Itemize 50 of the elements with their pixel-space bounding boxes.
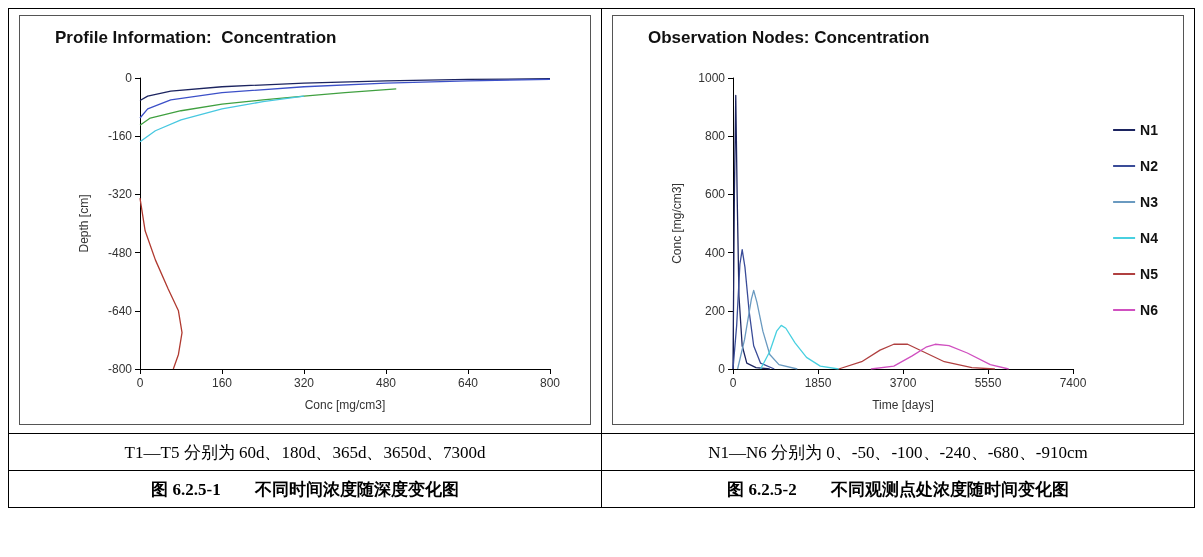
x-tick-label: 640	[457, 376, 479, 390]
line-series	[139, 78, 551, 102]
y-tick-label: -640	[107, 303, 133, 318]
text: T1—T5 分别为 60d、180d、365d、3650d、7300d	[8, 433, 602, 471]
line-series	[139, 78, 551, 119]
y-axis-title: Depth [cm]	[77, 194, 91, 253]
line-series	[139, 197, 183, 370]
y-tick-label: -160	[107, 129, 133, 144]
x-tick-label: 800	[539, 376, 561, 390]
line-series	[736, 289, 798, 370]
x-tick-label: 0	[136, 376, 144, 390]
legend-label: N1	[1140, 122, 1159, 138]
y-tick-label: 400	[704, 245, 726, 260]
x-tick-label: 320	[293, 376, 315, 390]
line-series	[870, 343, 1010, 370]
legend-label: N4	[1140, 230, 1159, 246]
y-axis-title: Conc [mg/cm3]	[670, 183, 684, 264]
y-tick-label: 1000	[698, 71, 726, 85]
x-tick-label: 3700	[889, 376, 917, 390]
line-series	[838, 343, 996, 370]
x-axis-title: Time [days]	[872, 398, 934, 412]
legend-label: N3	[1140, 194, 1159, 210]
caption: 图 6.2.5-2 不同观测点处浓度随时间变化图	[601, 470, 1195, 508]
line-series	[139, 95, 305, 143]
y-tick-label: -480	[107, 245, 133, 260]
y-tick-label: 600	[704, 187, 726, 202]
chart-title: Observation Nodes: Concentration	[648, 28, 930, 47]
line-series	[139, 88, 397, 126]
line-series	[732, 249, 775, 370]
y-tick-label: -320	[107, 187, 133, 202]
legend-label: N5	[1140, 266, 1159, 282]
y-tick-label: 800	[704, 129, 726, 144]
line-series	[732, 94, 771, 370]
x-tick-label: 160	[211, 376, 233, 390]
x-tick-label: 7400	[1059, 376, 1087, 390]
y-tick-label: -800	[107, 362, 133, 376]
x-tick-label: 5550	[974, 376, 1002, 390]
line-series	[759, 324, 840, 370]
chart-title: Profile Information: Concentration	[55, 28, 337, 47]
legend-label: N6	[1140, 302, 1159, 318]
y-tick-label: 200	[704, 303, 726, 318]
x-tick-label: 0	[729, 376, 737, 390]
x-tick-label: 480	[375, 376, 397, 390]
y-tick-label: 0	[718, 362, 726, 376]
text: N1—N6 分别为 0、-50、-100、-240、-680、-910cm	[601, 433, 1195, 471]
y-tick-label: 0	[125, 71, 133, 85]
x-tick-label: 1850	[804, 376, 832, 390]
caption: 图 6.2.5-1 不同时间浓度随深度变化图	[8, 470, 602, 508]
legend-label: N2	[1140, 158, 1159, 174]
x-axis-title: Conc [mg/cm3]	[304, 398, 386, 412]
